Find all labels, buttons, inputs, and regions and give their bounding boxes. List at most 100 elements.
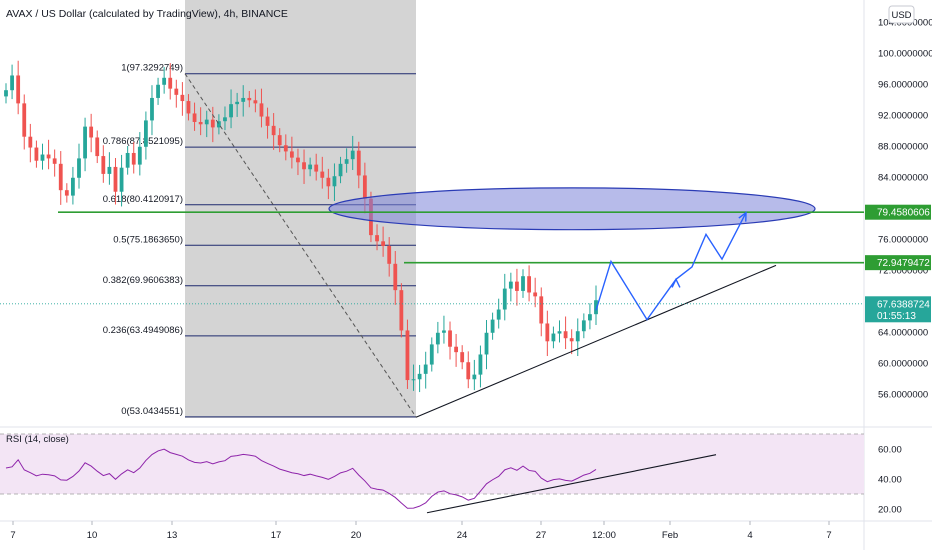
- candle-body: [192, 113, 197, 122]
- candle-body: [302, 162, 306, 170]
- time-tick-label: 13: [167, 530, 178, 541]
- time-tick-label: 10: [87, 530, 98, 541]
- price-tick-label: 84.0000000: [878, 173, 928, 184]
- candle-body: [143, 120, 148, 147]
- price-tick-label: 72.0000000: [878, 266, 928, 277]
- time-tick-label: Feb: [662, 530, 678, 541]
- rsi-tick-label: 40.00: [878, 475, 902, 486]
- candle-body: [113, 166, 118, 192]
- candle-body: [435, 332, 440, 345]
- candle-body: [527, 276, 531, 293]
- rsi-label: RSI (14, close): [6, 434, 69, 445]
- candle-body: [22, 103, 27, 137]
- candle-body: [46, 154, 51, 159]
- candle-body: [107, 166, 112, 174]
- candle-body: [210, 119, 215, 128]
- time-tick-label: 24: [457, 530, 468, 541]
- rsi-line: [5, 448, 597, 509]
- projection-arrowhead: [738, 211, 747, 222]
- candle-body: [448, 330, 452, 347]
- candle-body: [521, 276, 525, 291]
- currency-badge[interactable]: [888, 5, 915, 24]
- candle-body: [362, 175, 367, 199]
- fib-diagonal-line: [184, 73, 417, 418]
- candle-body: [350, 150, 355, 160]
- candle-body: [4, 90, 8, 97]
- candle-body: [545, 323, 550, 342]
- candle-body: [229, 104, 233, 118]
- candle-body: [326, 177, 331, 187]
- fib-level-label: 0.786(87.8521095): [103, 136, 183, 147]
- candle-body: [375, 235, 379, 242]
- candle-body: [156, 84, 160, 98]
- candle-body: [131, 152, 136, 165]
- candle-body: [241, 97, 246, 102]
- candle-body: [442, 330, 446, 333]
- candle-body: [423, 364, 428, 374]
- candle-body: [204, 119, 209, 125]
- fib-level-label: 1(97.3292749): [121, 63, 183, 74]
- candle-body: [77, 158, 81, 178]
- candle-body: [89, 126, 94, 138]
- candle-body: [71, 177, 75, 196]
- price-tick-label: 88.0000000: [878, 142, 928, 153]
- candle-body: [344, 159, 349, 164]
- candle-body: [356, 150, 361, 176]
- candle-body: [539, 296, 544, 324]
- price-axis[interactable]: 56.000000060.000000064.000000068.0000000…: [865, 18, 932, 401]
- candle-body: [594, 300, 598, 315]
- price-tick-label: 56.0000000: [878, 390, 928, 401]
- candle-body: [174, 88, 179, 95]
- candle-body: [247, 97, 252, 101]
- price-tick-label: 96.0000000: [878, 80, 928, 91]
- candle-body: [296, 157, 300, 163]
- candle-body: [563, 331, 568, 339]
- fib-level-label: 0.618(80.4120917): [103, 194, 183, 205]
- candle-body: [508, 281, 513, 289]
- drawing-overlays: [0, 73, 864, 418]
- candle-body: [180, 94, 185, 102]
- candle-body: [289, 151, 294, 158]
- level-price-tag-bg: [865, 204, 931, 220]
- rising-trendline: [415, 264, 777, 418]
- level-price-tag: 79.4580606: [877, 208, 930, 219]
- candle-body: [515, 281, 519, 291]
- candle-body: [253, 100, 258, 104]
- candle-body: [125, 152, 130, 168]
- time-tick-label: 4: [747, 530, 752, 541]
- candle-body: [496, 309, 501, 320]
- time-tick-label: 12:00: [592, 530, 616, 541]
- time-tick-label: 27: [536, 530, 547, 541]
- chart-title: AVAX / US Dollar (calculated by TradingV…: [6, 8, 288, 20]
- time-tick-label: 7: [10, 530, 15, 541]
- candle-body: [28, 136, 33, 148]
- candle-body: [259, 103, 264, 117]
- candle-body: [381, 241, 386, 246]
- candle-body: [569, 338, 574, 342]
- candle-body: [34, 147, 39, 161]
- candle-body: [168, 77, 173, 89]
- current-price-tag-countdown: 01:55:13: [877, 311, 916, 322]
- candle-body: [277, 135, 282, 146]
- candle-body: [320, 171, 325, 178]
- candle-body: [393, 263, 398, 291]
- candle-body: [454, 346, 459, 353]
- time-axis[interactable]: 7 10 13 17 20 24 27 12:00 Feb 4 7: [10, 521, 832, 541]
- rsi-band: [0, 434, 864, 494]
- candle-body: [137, 146, 142, 165]
- projection-arrowhead: [671, 277, 681, 288]
- candle-body: [557, 331, 562, 334]
- candle-body: [472, 374, 477, 380]
- time-tick-label: 20: [351, 530, 362, 541]
- price-tick-label: 100.0000000: [878, 49, 932, 60]
- candle-body: [308, 164, 313, 170]
- candle-body: [216, 121, 221, 128]
- candle-body: [10, 75, 14, 91]
- candle-body: [478, 354, 483, 375]
- candle-body: [417, 373, 422, 380]
- price-tick-label: 60.0000000: [878, 359, 928, 370]
- fib-level-label: 0.5(75.1863650): [113, 234, 183, 245]
- candle-body: [162, 77, 167, 85]
- candle-body: [95, 137, 100, 157]
